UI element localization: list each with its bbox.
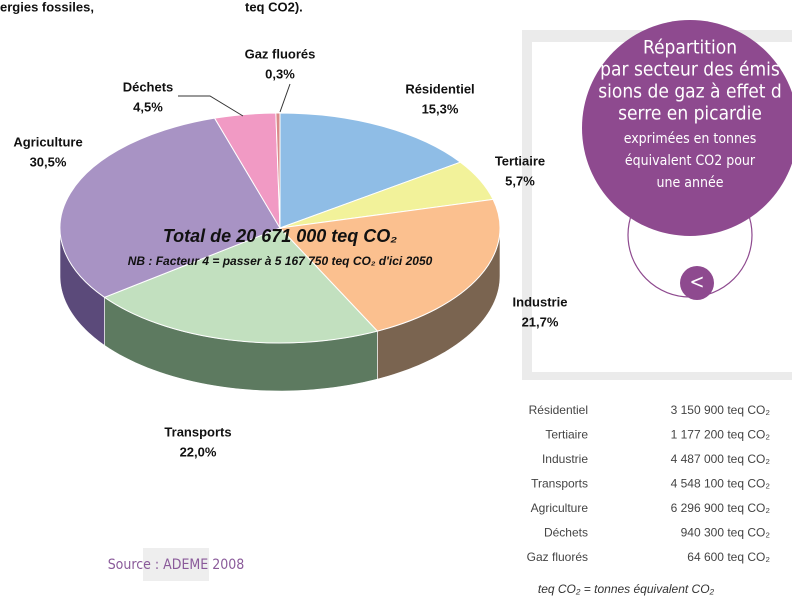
source-box-bg — [143, 548, 209, 581]
table-value: 6 296 900 teq CO₂ — [671, 501, 771, 515]
table-sector: Gaz fluorés — [527, 550, 588, 564]
table-sector: Déchets — [544, 526, 588, 540]
pie-slice — [275, 112, 281, 229]
table-sector: Tertiaire — [545, 428, 588, 442]
source: Source : ADEME 2008 — [108, 557, 245, 573]
sidebar-subtitle: équivalent CO2 pour — [625, 153, 756, 169]
slice-label: Tertiaire — [495, 153, 545, 168]
pie-slice — [103, 227, 379, 344]
table-sector: Transports — [531, 477, 588, 491]
back-button[interactable] — [680, 266, 714, 300]
table-value: 3 150 900 teq CO₂ — [671, 403, 771, 417]
sidebar-circle — [582, 20, 792, 236]
slice-label: Transports — [164, 424, 231, 439]
slice-value: 22,0% — [180, 444, 217, 459]
slice-label: Résidentiel — [405, 81, 474, 96]
slice-value: 0,3% — [265, 66, 295, 81]
header-right: teq CO2). — [245, 0, 303, 14]
slice-value: 21,7% — [522, 314, 559, 329]
sidebar-title: serre en picardie — [618, 103, 762, 125]
table-value: 940 300 teq CO₂ — [681, 526, 771, 540]
slice-label: Déchets — [123, 79, 174, 94]
table-value: 1 177 200 teq CO₂ — [671, 428, 771, 442]
table-sector: Industrie — [542, 452, 588, 466]
table-value: 4 548 100 teq CO₂ — [671, 477, 771, 491]
slice-value: 15,3% — [422, 101, 459, 116]
table-value: 4 487 000 teq CO₂ — [671, 452, 771, 466]
table-sector: Agriculture — [531, 501, 589, 515]
pie-slice — [278, 198, 501, 332]
sidebar-title: Répartition — [643, 37, 737, 59]
sidebar-title: sions de gaz à effet d — [598, 81, 782, 103]
back-button-label[interactable]: < — [689, 270, 704, 294]
table-value: 64 600 teq CO₂ — [687, 550, 770, 564]
leader-line — [279, 83, 291, 113]
slice-value: 5,7% — [505, 173, 535, 188]
sidebar-title: par secteur des émis — [600, 59, 780, 81]
nb-annotation: NB : Facteur 4 = passer à 5 167 750 teq … — [128, 254, 433, 268]
slice-value: 4,5% — [133, 99, 163, 114]
sidebar-subtitle: une année — [657, 175, 724, 191]
sidebar-subtitle: exprimées en tonnes — [624, 131, 757, 147]
slice-value: 30,5% — [30, 154, 67, 169]
table-sector: Résidentiel — [529, 403, 588, 417]
total-annotation: Total de 20 671 000 teq CO₂ — [163, 226, 397, 246]
slice-label: Gaz fluorés — [245, 46, 316, 61]
slice-label: Agriculture — [13, 134, 82, 149]
header-left: ergies fossiles, — [0, 0, 94, 14]
leader-line — [178, 95, 244, 117]
slice-label: Industrie — [513, 294, 568, 309]
pie-slice — [59, 117, 281, 298]
pie-slice — [279, 112, 462, 229]
footnote: teq CO₂ = tonnes équivalent CO₂ — [538, 582, 715, 596]
